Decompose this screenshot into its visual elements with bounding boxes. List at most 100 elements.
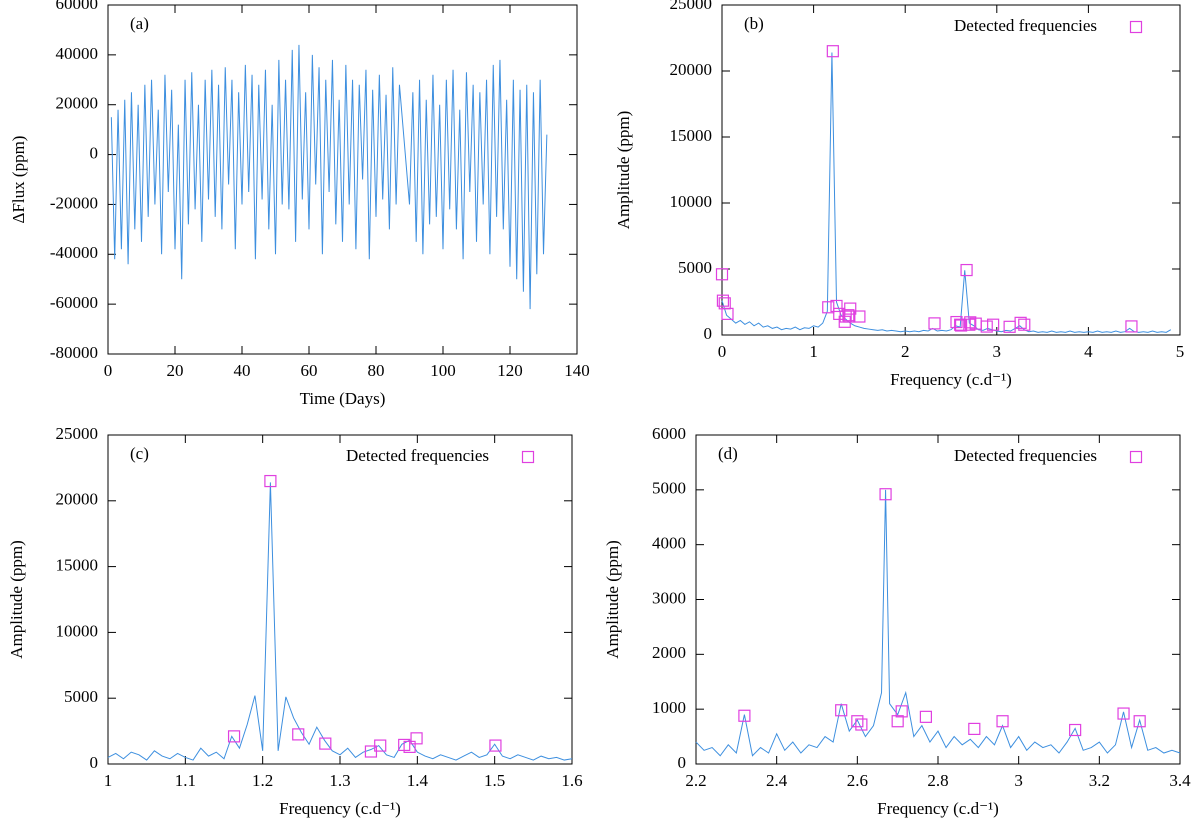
- y-tick-label: 0: [90, 143, 99, 162]
- data-point: [996, 715, 1009, 728]
- data-point: [319, 737, 332, 750]
- y-tick-label: 5000: [678, 258, 712, 277]
- data-point: [879, 488, 892, 501]
- x-tick-label: 3.2: [1089, 771, 1110, 790]
- y-tick-label: 2000: [652, 643, 686, 662]
- data-point: [264, 474, 277, 488]
- data-point: [1014, 316, 1027, 329]
- data-point: [968, 722, 981, 736]
- x-tick-label: 2.6: [847, 771, 868, 790]
- x-tick-label: 1.6: [561, 771, 582, 790]
- data-line: [695, 489, 1181, 757]
- legend-marker: [1129, 450, 1143, 464]
- x-axis-label: Time (Days): [300, 389, 386, 408]
- plot-frame: [107, 434, 573, 765]
- data-point: [1018, 318, 1031, 331]
- x-tick-label: 2.8: [927, 771, 948, 790]
- y-tick-label: -20000: [50, 193, 98, 212]
- x-tick-label: 1.2: [252, 771, 273, 790]
- x-tick-label: 40: [234, 361, 251, 380]
- legend-marker: [521, 450, 535, 464]
- x-tick-label: 140: [564, 361, 590, 380]
- data-point: [403, 740, 416, 753]
- data-point: [830, 299, 843, 313]
- x-tick-label: 1: [104, 771, 113, 790]
- data-point: [853, 310, 866, 323]
- data-point: [738, 709, 751, 722]
- data-point: [963, 318, 976, 331]
- x-tick-label: 3.4: [1169, 771, 1191, 790]
- legend-label: Detected frequencies: [346, 446, 489, 465]
- data-point: [843, 310, 856, 323]
- data-line: [107, 482, 573, 761]
- data-point: [1133, 715, 1146, 728]
- data-point: [980, 320, 993, 333]
- x-tick-label: 0: [104, 361, 113, 380]
- y-tick-label: 40000: [56, 44, 99, 63]
- y-tick-label: 25000: [670, 0, 713, 13]
- data-point: [844, 302, 857, 315]
- data-point: [919, 710, 933, 723]
- y-axis-label: Amplitude (ppm): [603, 540, 622, 659]
- plot-frame: [107, 4, 578, 355]
- data-point: [721, 307, 734, 320]
- x-tick-label: 100: [430, 361, 456, 380]
- x-tick-label: 2.2: [685, 771, 706, 790]
- y-axis-label: Amplitude (ppm): [7, 540, 26, 659]
- legend-label: Detected frequencies: [954, 446, 1097, 465]
- data-point: [954, 319, 968, 332]
- y-tick-label: 20000: [670, 60, 713, 79]
- x-tick-label: 5: [1176, 342, 1185, 361]
- x-tick-label: 1.3: [329, 771, 350, 790]
- data-point: [855, 718, 868, 731]
- y-tick-label: 25000: [56, 424, 99, 443]
- data-point: [851, 715, 864, 728]
- x-tick-label: 3: [993, 342, 1002, 361]
- plot-frame: [721, 4, 1181, 336]
- x-tick-label: 2.4: [766, 771, 788, 790]
- panel-label: (d): [718, 444, 738, 463]
- data-point: [987, 318, 1000, 331]
- data-point: [1125, 320, 1138, 333]
- x-tick-label: 1.1: [175, 771, 196, 790]
- data-point: [1117, 707, 1130, 720]
- x-axis-label: Frequency (c.d⁻¹): [890, 370, 1012, 389]
- panel: 0 20 40 60 80 100 120 140 -80000 -60000 -40000 -200…: [9, 0, 590, 408]
- x-tick-label: 80: [368, 361, 385, 380]
- y-tick-label: 5000: [652, 479, 686, 498]
- x-tick-label: 20: [167, 361, 184, 380]
- panel-label: (b): [744, 14, 764, 33]
- y-tick-label: 0: [704, 324, 713, 343]
- x-tick-label: 60: [301, 361, 318, 380]
- y-axis-label: ΔFlux (ppm): [9, 136, 28, 224]
- data-point: [489, 739, 502, 752]
- x-tick-label: 0: [718, 342, 727, 361]
- panel-label: (a): [130, 14, 149, 33]
- data-point: [715, 268, 729, 281]
- y-tick-label: 3000: [652, 588, 686, 607]
- data-line: [721, 52, 1172, 333]
- y-tick-label: 10000: [670, 192, 713, 211]
- y-tick-label: 20000: [56, 94, 99, 113]
- panel: 0 1 2 3 4 5 0 5000 10000 15000 20000 25000 Frequency…: [614, 0, 1184, 389]
- data-point: [826, 45, 839, 58]
- data-point: [960, 263, 973, 277]
- data-point: [410, 732, 423, 745]
- y-tick-label: 15000: [670, 126, 713, 145]
- data-point: [822, 301, 835, 314]
- data-point: [891, 715, 904, 728]
- data-point: [895, 705, 908, 718]
- panel: 2.2 2.4 2.6 2.8 3 3.2 3.4 0 1000 2000 3000 4000 5000…: [603, 424, 1191, 818]
- y-axis-label: Amplitude (ppm): [614, 111, 633, 230]
- y-tick-label: 0: [678, 753, 687, 772]
- legend-marker: [1129, 20, 1143, 34]
- data-line: [110, 44, 548, 310]
- y-tick-label: 0: [90, 753, 99, 772]
- data-point: [954, 318, 967, 331]
- x-axis-label: Frequency (c.d⁻¹): [279, 799, 401, 818]
- x-tick-label: 1.5: [484, 771, 505, 790]
- y-tick-label: 60000: [56, 0, 99, 13]
- x-tick-label: 1.4: [407, 771, 429, 790]
- y-tick-label: 1000: [652, 698, 686, 717]
